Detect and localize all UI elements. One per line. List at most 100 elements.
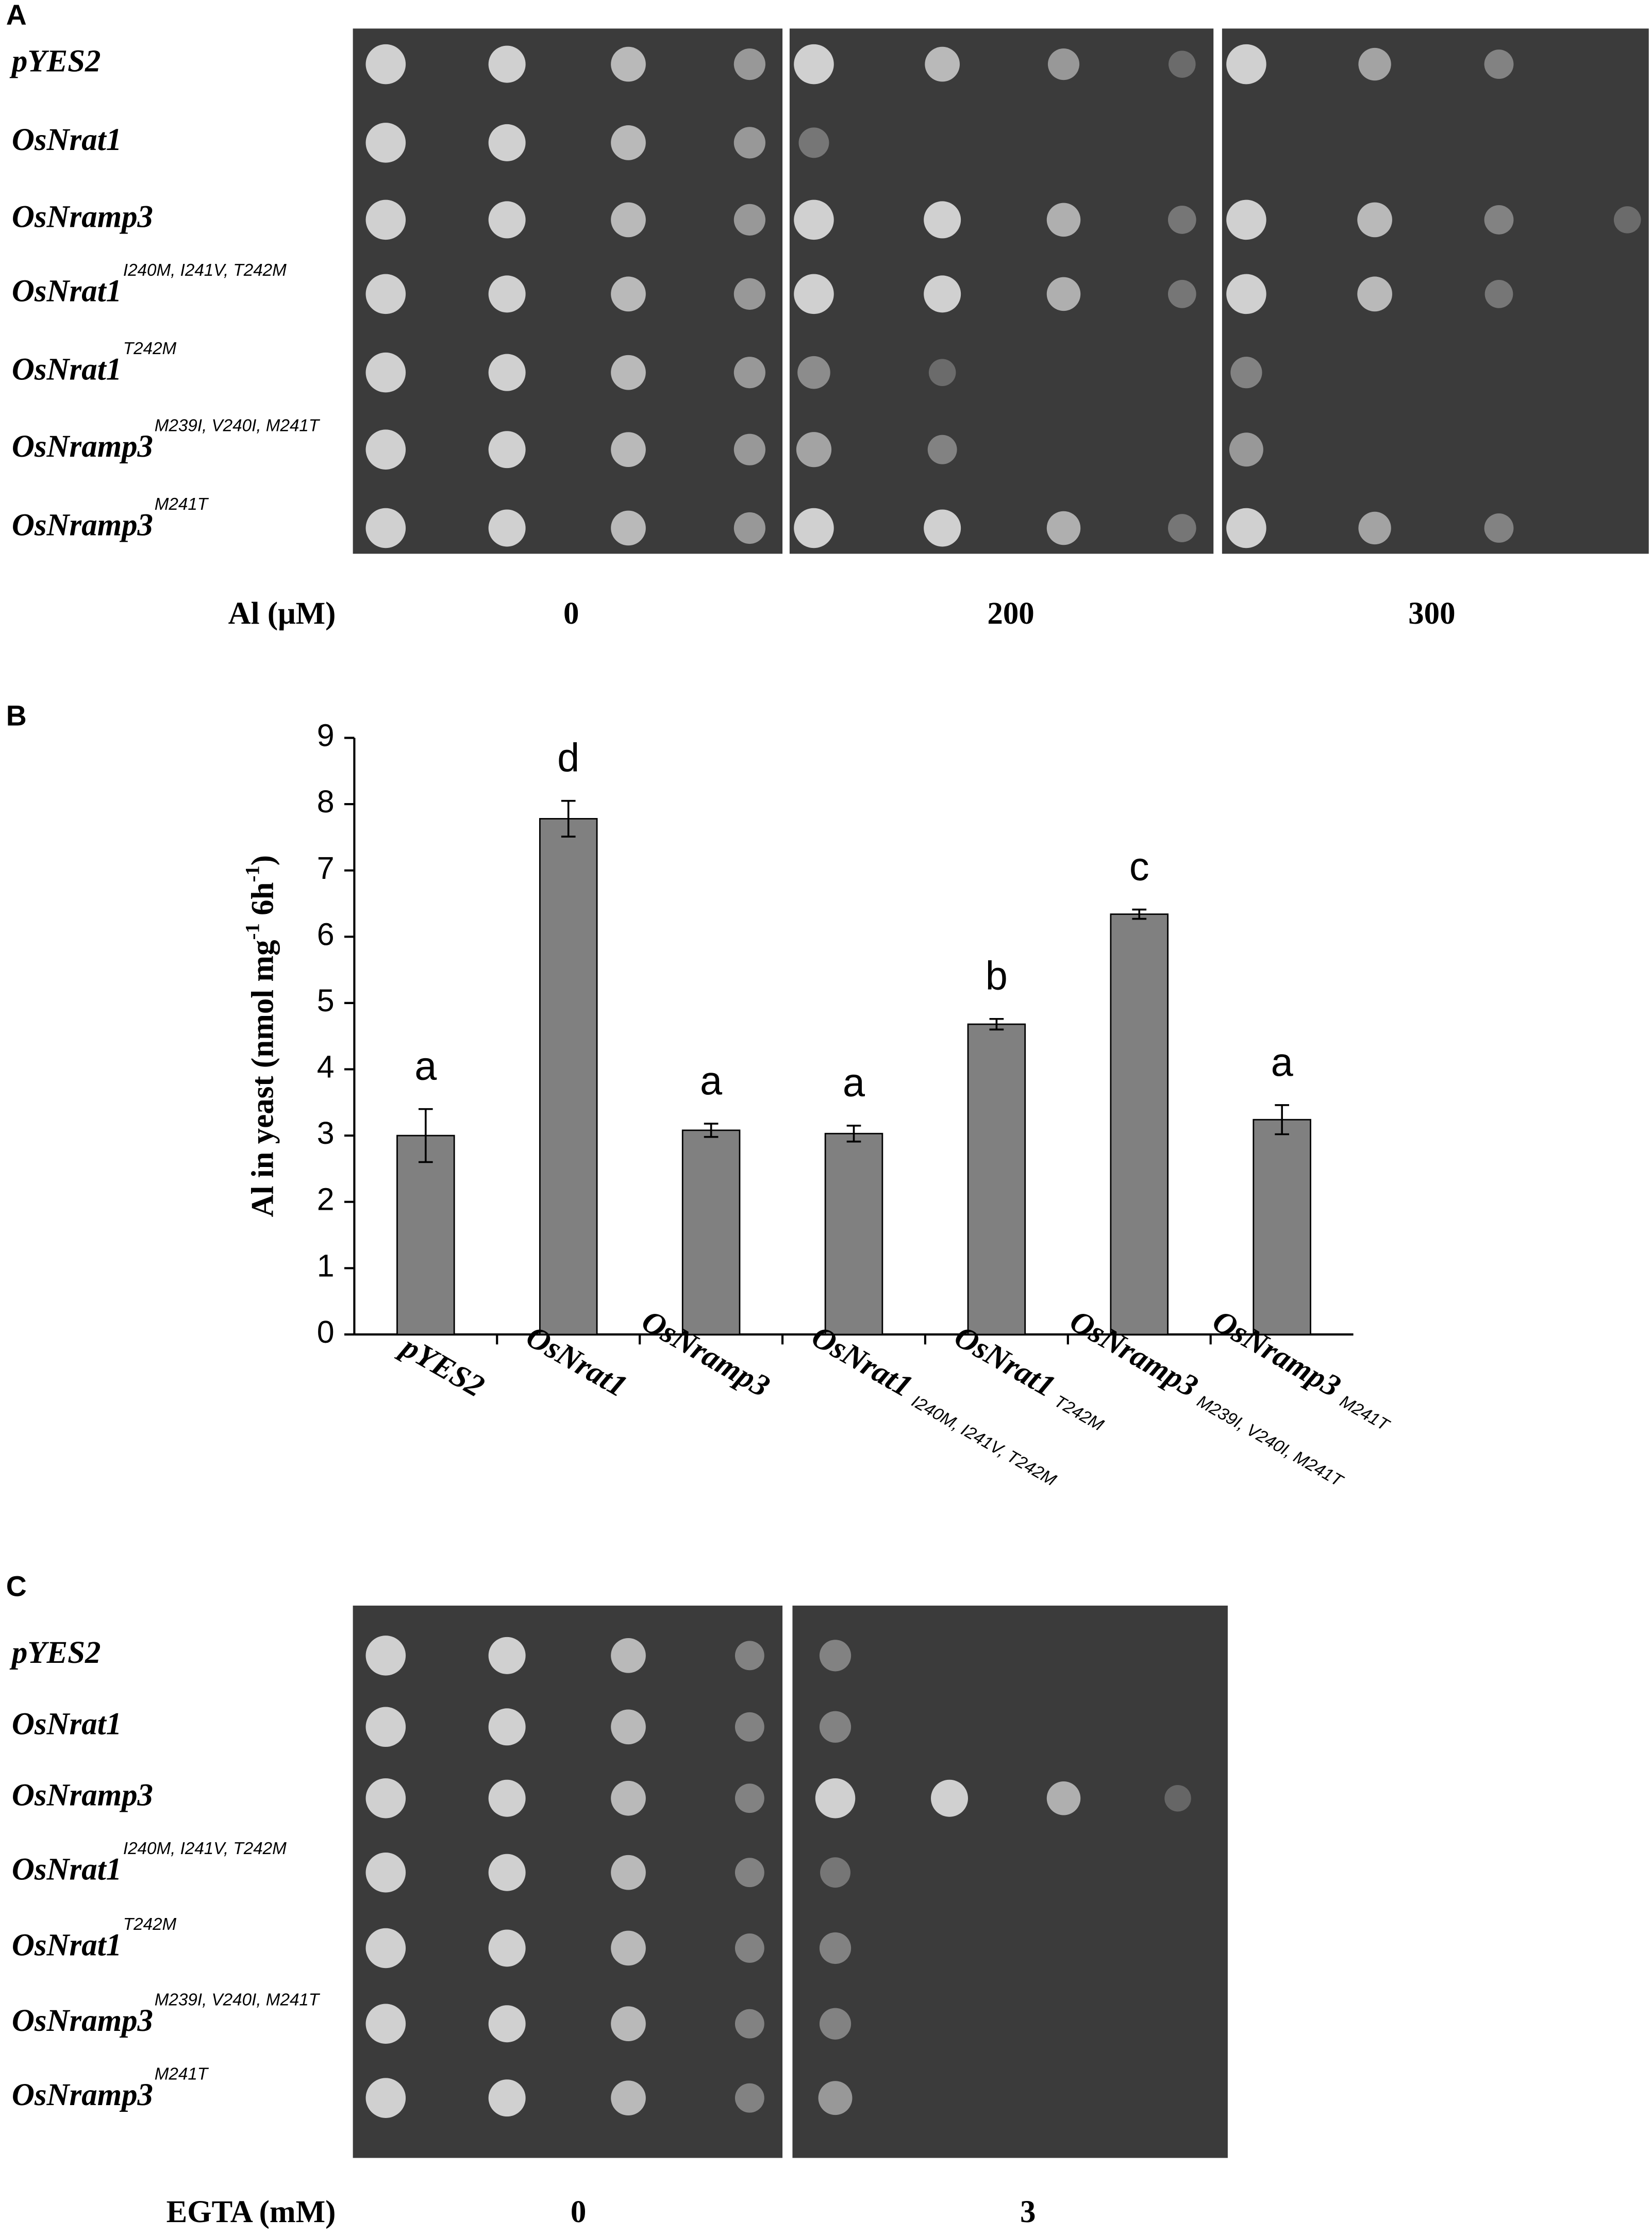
significance-letter: b	[986, 954, 1008, 998]
colony-spot	[1167, 514, 1196, 542]
colony-spot	[365, 352, 406, 393]
colony-spot	[925, 46, 960, 82]
colony-spot	[488, 1708, 526, 1746]
strain-label: OsNramp3	[12, 2004, 153, 2038]
colony-spot	[488, 354, 526, 391]
colony-spot	[611, 1780, 646, 1816]
condition-value: 0	[571, 2195, 586, 2229]
strain-superscript: M239I, V240I, M241T	[155, 1991, 321, 2010]
colony-spot	[611, 202, 646, 238]
colony-spot	[928, 359, 956, 386]
colony-spot	[365, 429, 406, 470]
significance-letter: c	[1129, 845, 1149, 889]
colony-spot	[924, 509, 961, 547]
colony-spot	[1169, 51, 1196, 78]
strain-label: OsNramp3	[12, 429, 153, 464]
condition-value: 200	[987, 596, 1034, 631]
strain-label: OsNrat1	[12, 1928, 122, 1962]
colony-spot	[797, 356, 830, 389]
strain-label: OsNrat1	[12, 1853, 122, 1887]
strain-label: OsNrat1	[12, 123, 122, 157]
colony-spot	[733, 278, 765, 310]
condition-value: 300	[1408, 596, 1455, 631]
colony-spot	[1167, 206, 1196, 234]
colony-spot	[611, 1709, 646, 1745]
colony-spot	[488, 275, 526, 313]
colony-spot	[488, 509, 526, 547]
colony-spot	[611, 432, 646, 468]
colony-spot	[488, 1929, 526, 1967]
y-tick-label: 9	[317, 718, 335, 753]
colony-spot	[735, 1933, 764, 1963]
strain-superscript: I240M, I241V, T242M	[123, 261, 287, 280]
colony-spot	[1357, 202, 1392, 238]
colony-spot	[365, 44, 406, 85]
x-tick-superscript: I240M, I241V, T242M	[908, 1392, 1059, 1490]
colony-spot	[1046, 511, 1081, 545]
plate	[1222, 28, 1649, 554]
colony-spot	[1226, 274, 1266, 314]
bar	[396, 1135, 455, 1336]
colony-spot	[819, 1932, 852, 1964]
colony-spot	[365, 123, 406, 163]
plate	[353, 28, 783, 554]
colony-spot	[819, 1640, 852, 1672]
y-axis-label-part: 6h	[246, 882, 280, 924]
colony-spot	[924, 275, 961, 313]
colony-spot	[1484, 280, 1513, 308]
strain-superscript: M241T	[155, 2065, 209, 2084]
x-tick-superscript: M241T	[1337, 1392, 1393, 1436]
colony-spot	[488, 201, 526, 239]
strain-superscript: M241T	[155, 495, 209, 514]
colony-spot	[1229, 432, 1263, 467]
colony-spot	[611, 46, 646, 82]
strain-superscript: T242M	[123, 339, 177, 358]
x-tick-group: pYES2	[393, 1328, 490, 1404]
colony-spot	[1358, 511, 1391, 545]
colony-spot	[794, 274, 834, 314]
colony-spot	[796, 432, 832, 468]
colony-spot	[365, 508, 406, 548]
colony-spot	[794, 508, 834, 548]
strain-label: OsNramp3	[12, 2078, 153, 2112]
colony-spot	[798, 127, 829, 158]
bar	[967, 1023, 1026, 1336]
colony-spot	[1046, 203, 1081, 237]
bar	[539, 818, 598, 1336]
y-axis-label-part: Al in yeast (nmol mg	[246, 940, 280, 1217]
colony-spot	[365, 274, 406, 314]
bar	[1110, 913, 1169, 1336]
plate	[353, 1605, 783, 2158]
colony-spot	[815, 1778, 856, 1819]
colony-spot	[1226, 44, 1266, 85]
colony-spot	[611, 125, 646, 160]
y-tick-label: 4	[317, 1049, 335, 1085]
colony-spot	[819, 2008, 852, 2040]
colony-spot	[927, 435, 957, 464]
y-axis-label: Al in yeast (nmol mg-1 6h-1)	[241, 855, 280, 1217]
colony-spot	[794, 199, 834, 240]
y-tick-label: 3	[317, 1115, 335, 1150]
colony-spot	[733, 357, 765, 389]
strain-superscript: I240M, I241V, T242M	[123, 1839, 287, 1858]
x-tick-superscript: M239I, V240I, M241T	[1194, 1392, 1347, 1491]
colony-spot	[488, 1854, 526, 1891]
colony-spot	[818, 2081, 853, 2115]
colony-spot	[1484, 49, 1514, 79]
strain-label: OsNrat1	[12, 1707, 122, 1741]
y-tick-label: 7	[317, 850, 335, 886]
colony-spot	[365, 1852, 406, 1893]
colony-spot	[1358, 47, 1391, 81]
condition-value: 0	[563, 596, 579, 631]
panel-label: C	[6, 1570, 27, 1602]
colony-spot	[1613, 206, 1641, 233]
colony-spot	[1226, 508, 1266, 548]
colony-spot	[1357, 276, 1392, 312]
colony-spot	[611, 276, 646, 312]
colony-spot	[735, 1712, 764, 1742]
significance-letter: a	[1271, 1040, 1294, 1085]
colony-spot	[1484, 513, 1514, 543]
